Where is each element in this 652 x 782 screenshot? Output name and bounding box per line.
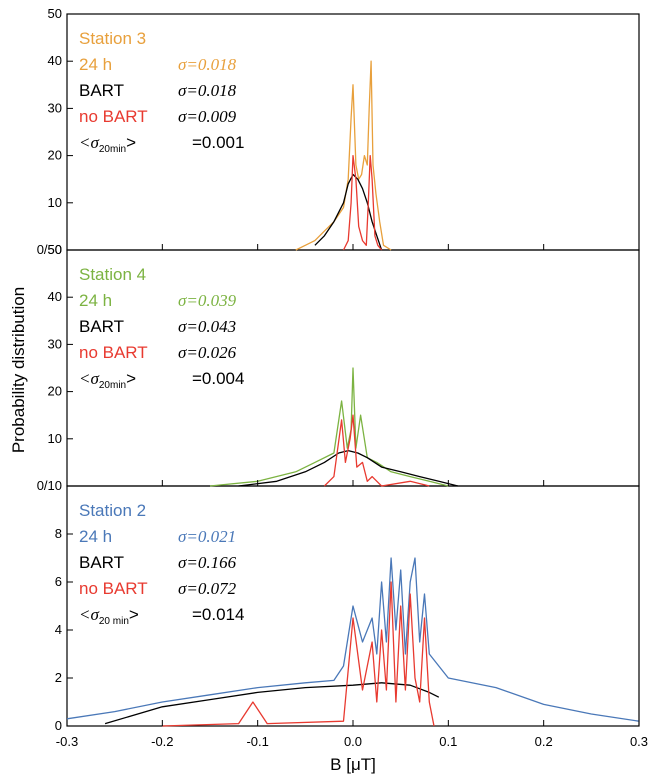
series-24-h-line [209,367,449,487]
y-tick-label: 40 [48,53,62,68]
label-avg-sigma: <σ20min> [79,369,136,391]
x-tick-label: 0.2 [535,734,553,749]
series-24-h-line [66,557,640,722]
annotation-station-3: Station 3 24 h σ=0.018 BART σ=0.018 no B… [79,29,244,155]
y-tick-label: 20 [48,148,62,163]
sigma-bart: σ=0.043 [178,317,236,336]
panel-frame-station-3 [66,13,640,251]
series-bart-line [238,449,459,487]
annotation-station-4: Station 4 24 h σ=0.039 BART σ=0.043 no B… [79,265,244,391]
label-bart: BART [79,553,124,572]
y-tick-label: 6 [55,574,62,589]
label-nobart: no BART [79,343,148,362]
y-tick-label: 50 [48,242,62,257]
label-24h: 24 h [79,291,112,310]
y-tick-label: 4 [55,622,62,637]
y-tick-label: 30 [48,336,62,351]
sigma-nobart: σ=0.072 [178,579,237,598]
y-tick-label-bottom: 0/50 [37,242,62,257]
value-avg-sigma: =0.004 [192,369,244,388]
y-tick-label: 8 [55,526,62,541]
label-24h: 24 h [79,527,112,546]
y-tick-label: 10 [48,195,62,210]
y-tick-label: 50 [48,6,62,21]
y-tick-label-bottom: 0/10 [37,478,62,493]
value-avg-sigma: =0.001 [192,133,244,152]
x-axis-title: B [μT] [330,755,376,774]
label-24h: 24 h [79,55,112,74]
series-no-bart-line [162,581,435,727]
annotation-station-2: Station 2 24 h σ=0.021 BART σ=0.166 no B… [79,501,244,627]
sigma-24h: σ=0.021 [178,527,236,546]
sigma-nobart: σ=0.009 [178,107,237,126]
y-tick-label: 10 [48,431,62,446]
x-tick-label: 0.1 [439,734,457,749]
x-tick-label: 0.3 [630,734,648,749]
sigma-bart: σ=0.018 [178,81,237,100]
y-tick-label: 20 [48,384,62,399]
label-nobart: no BART [79,107,148,126]
x-tick-label: -0.1 [246,734,268,749]
y-tick-label: 30 [48,100,62,115]
series-no-bart-line [342,154,383,251]
y-tick-label-bottom: 0 [55,718,62,733]
label-avg-sigma: <σ20 min> [79,605,139,627]
sigma-bart: σ=0.166 [178,553,237,572]
series-24-h-line [295,60,392,251]
series-no-bart-line [323,414,430,487]
label-nobart: no BART [79,579,148,598]
label-avg-sigma: <σ20min> [79,133,136,155]
value-avg-sigma: =0.014 [192,605,244,624]
x-tick-label: 0.0 [344,734,362,749]
y-tick-label: 2 [55,670,62,685]
y-axis-title: Probability distribution [9,287,28,453]
station-label: Station 3 [79,29,146,48]
x-tick-label: -0.2 [151,734,173,749]
station-label: Station 2 [79,501,146,520]
sigma-24h: σ=0.018 [178,55,237,74]
series-bart-line [104,682,440,725]
sigma-24h: σ=0.039 [178,291,237,310]
label-bart: BART [79,317,124,336]
station-label: Station 4 [79,265,146,284]
y-tick-label: 40 [48,289,62,304]
label-bart: BART [79,81,124,100]
sigma-nobart: σ=0.026 [178,343,237,362]
series-layer [66,60,640,727]
x-tick-label: -0.3 [56,734,78,749]
